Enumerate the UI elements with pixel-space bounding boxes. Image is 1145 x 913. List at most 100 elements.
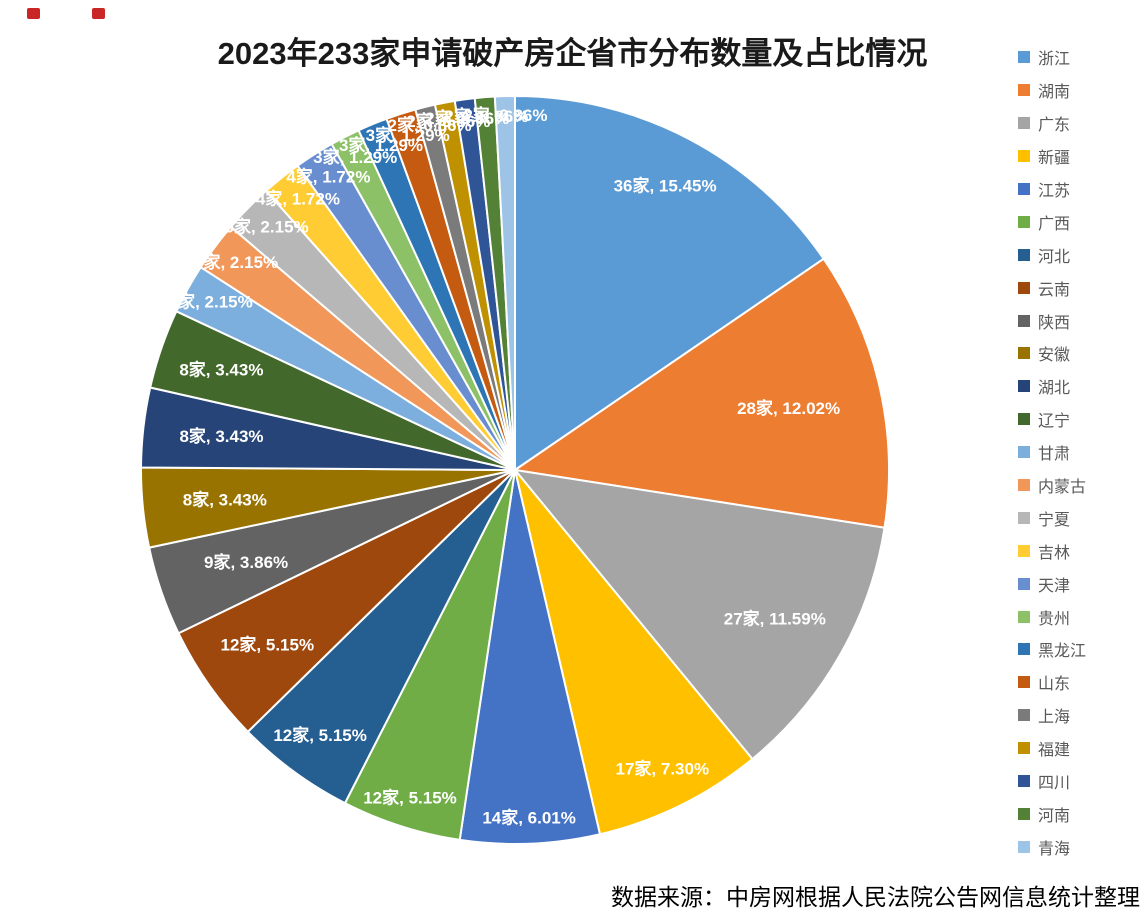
pie-slice-1[interactable] [514,257,890,529]
legend-label: 云南 [1038,281,1071,299]
data-label-17: 3家, 1.29% [313,147,397,167]
legend-label: 广东 [1038,117,1071,135]
legend-label: 辽宁 [1038,413,1071,431]
legend-label: 上海 [1038,709,1071,727]
pie-slice-2[interactable] [514,469,886,761]
source-note: 数据来源：中房网根据人民法院公告网信息统计整理 [611,884,1140,910]
legend-swatch-icon [1018,347,1030,360]
legend-label: 河南 [1038,807,1071,825]
legend-label: 广西 [1038,215,1071,233]
legend-item-16[interactable]: 天津 [1018,567,1144,600]
legend-swatch-icon [1018,117,1030,130]
legend-item-13[interactable]: 内蒙古 [1018,469,1144,502]
legend-item-22[interactable]: 四川 [1018,765,1144,798]
legend-swatch-icon [1018,150,1030,163]
legend-item-21[interactable]: 福建 [1018,732,1144,765]
legend-label: 浙江 [1038,51,1071,69]
data-label-22: 2家, 0.86% [425,108,509,128]
data-label-0: 36家, 15.45% [614,175,717,195]
legend-swatch-icon [1018,840,1030,853]
pie-slice-3[interactable] [514,469,754,836]
data-label-3: 17家, 7.30% [616,758,710,778]
legend-swatch-icon [1018,709,1030,722]
legend-item-18[interactable]: 黑龙江 [1018,633,1144,666]
legend-label: 山东 [1038,676,1071,694]
legend-item-8[interactable]: 陕西 [1018,304,1144,337]
legend-swatch-icon [1018,84,1030,97]
legend-item-9[interactable]: 安徽 [1018,337,1144,370]
legend-item-19[interactable]: 山东 [1018,666,1144,699]
legend-item-11[interactable]: 辽宁 [1018,403,1144,436]
legend-label: 四川 [1038,775,1071,793]
legend-item-12[interactable]: 甘肃 [1018,436,1144,469]
data-label-10: 8家, 3.43% [179,426,263,446]
legend-label: 吉林 [1038,544,1071,562]
legend-label: 黑龙江 [1038,643,1087,661]
data-label-1: 28家, 12.02% [737,398,840,418]
legend-swatch-icon [1018,807,1030,820]
data-label-15: 4家, 1.72% [256,188,340,208]
legend-swatch-icon [1018,742,1030,755]
data-label-16: 4家, 1.72% [286,166,370,186]
legend-swatch-icon [1018,577,1030,590]
legend-label: 湖北 [1038,380,1071,398]
legend-item-23[interactable]: 河南 [1018,797,1144,830]
data-label-13: 5家, 2.15% [194,252,278,272]
legend-item-1[interactable]: 湖南 [1018,74,1144,107]
legend-label: 安徽 [1038,347,1071,365]
pie-slice-0[interactable] [514,95,825,471]
legend-swatch-icon [1018,610,1030,623]
data-label-9: 8家, 3.43% [183,489,267,509]
legend-item-6[interactable]: 河北 [1018,238,1144,271]
legend-label: 宁夏 [1038,511,1071,529]
legend-item-14[interactable]: 宁夏 [1018,501,1144,534]
data-label-20: 2家, 0.86% [388,115,472,135]
red-watermark-mark-right [92,8,105,19]
legend-swatch-icon [1018,413,1030,426]
data-label-24: 2家, 0.86% [463,105,547,125]
legend-label: 内蒙古 [1038,479,1087,497]
legend-item-4[interactable]: 江苏 [1018,173,1144,206]
legend-item-10[interactable]: 湖北 [1018,370,1144,403]
legend-swatch-icon [1018,643,1030,656]
legend-swatch-icon [1018,479,1030,492]
legend-item-17[interactable]: 贵州 [1018,600,1144,633]
data-label-12: 5家, 2.15% [169,291,253,311]
legend-swatch-icon [1018,446,1030,459]
data-label-21: 2家, 0.86% [406,111,490,131]
data-label-5: 12家, 5.15% [363,788,457,808]
legend-label: 青海 [1038,840,1071,858]
legend-item-24[interactable]: 青海 [1018,830,1144,863]
legend-swatch-icon [1018,676,1030,689]
legend-label: 陕西 [1038,314,1071,332]
legend-swatch-icon [1018,544,1030,557]
legend-swatch-icon [1018,215,1030,228]
chart-title: 2023年233家申请破产房企省市分布数量及占比情况 [217,36,928,71]
pie-slice-24[interactable] [493,94,516,471]
legend-item-7[interactable]: 云南 [1018,271,1144,304]
legend-swatch-icon [1018,380,1030,393]
legend-label: 河北 [1038,248,1071,266]
chart-legend: 浙江湖南广东新疆江苏广西河北云南陕西安徽湖北辽宁甘肃内蒙古宁夏吉林天津 贵州黑龙江… [1018,41,1144,863]
pie-slice-4[interactable] [458,469,601,845]
legend-swatch-icon [1018,775,1030,788]
data-label-4: 14家, 6.01% [482,807,576,827]
data-label-23: 2家, 0.86% [444,106,528,126]
data-label-11: 8家, 3.43% [179,359,263,379]
legend-item-20[interactable]: 上海 [1018,699,1144,732]
legend-item-0[interactable]: 浙江 [1018,41,1144,74]
legend-swatch-icon [1018,511,1030,524]
legend-item-15[interactable]: 吉林 [1018,534,1144,567]
data-label-2: 27家, 11.59% [724,608,826,628]
legend-swatch-icon [1018,51,1030,64]
legend-item-3[interactable]: 新疆 [1018,140,1144,173]
legend-label: 新疆 [1038,150,1071,168]
data-label-6: 12家, 5.15% [273,725,367,745]
legend-swatch-icon [1018,183,1030,195]
legend-item-5[interactable]: 广西 [1018,205,1144,238]
legend-item-2[interactable]: 广东 [1018,107,1144,140]
data-label-8: 9家, 3.86% [204,552,288,572]
legend-label: 江苏 [1038,183,1071,200]
